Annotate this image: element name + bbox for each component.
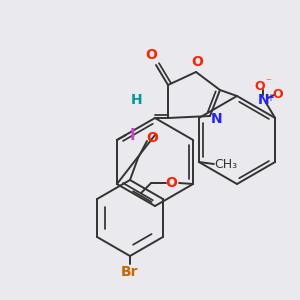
Text: N: N [211,112,223,126]
Text: O: O [273,88,283,100]
Text: O: O [145,48,157,62]
Text: I: I [130,128,136,142]
Text: O: O [165,176,177,190]
Text: O: O [255,80,266,92]
Text: O: O [146,131,158,145]
Text: O: O [191,55,203,69]
Text: CH₃: CH₃ [214,158,238,170]
Text: H: H [131,93,143,107]
Text: N: N [257,93,269,107]
Text: Br: Br [121,265,139,279]
Text: +: + [266,93,274,103]
Text: ⁻: ⁻ [265,77,271,87]
